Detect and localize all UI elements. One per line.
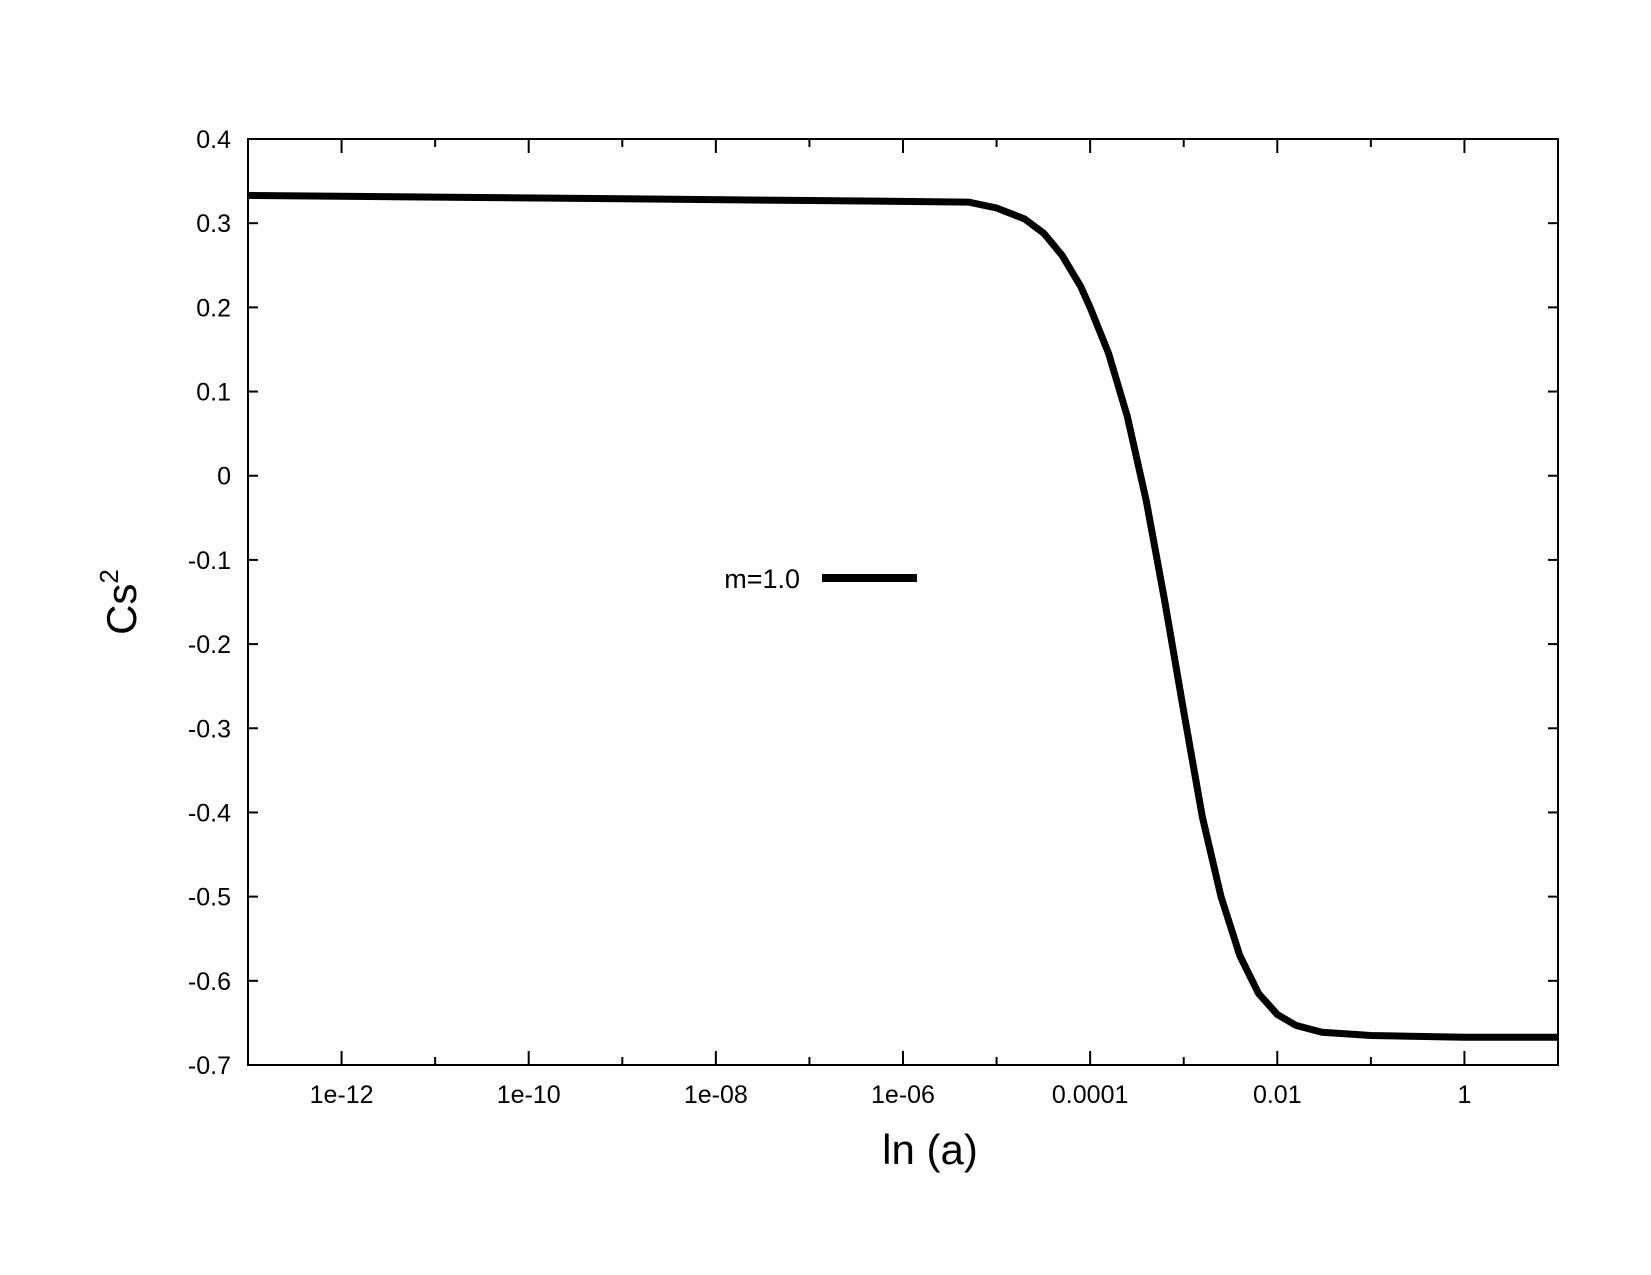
y-tick-label: 0.3 [196,210,231,238]
legend-label: m=1.0 [724,564,800,594]
y-axis-title-base: Cs [98,584,145,635]
y-axis-title-superscript: 2 [94,569,124,583]
x-tick-label: 1e-10 [497,1081,561,1109]
y-tick-label: -0.5 [188,884,231,912]
y-tick-label: -0.3 [188,715,231,743]
legend: m=1.0 [724,564,917,594]
x-tick-label: 1 [1457,1081,1471,1109]
x-tick-label: 0.01 [1253,1081,1302,1109]
y-tick-label: -0.7 [188,1052,231,1080]
x-tick-label: 0.0001 [1052,1081,1128,1109]
y-tick-label: 0.1 [196,379,231,407]
x-axis-title: ln (a) [882,1126,978,1173]
y-tick-label: 0 [217,463,231,491]
x-axis-ticks: 1e-12 1e-10 1e-08 1e-06 0.0001 0.01 1 [247,139,1559,1109]
y-tick-label: -0.4 [188,799,231,827]
x-tick-label: 1e-08 [684,1081,748,1109]
y-tick-label: -0.6 [188,968,231,996]
x-tick-label: 1e-06 [871,1081,935,1109]
y-tick-label: -0.1 [188,547,231,575]
plot-frame [247,138,1559,1066]
y-axis-ticks: 0.4 0.3 0.2 0.1 0 -0.1 -0.2 -0.3 -0.4 -0.5 -0.6 -0.… [188,126,1558,1080]
y-tick-label: 0.4 [196,126,231,154]
y-tick-label: -0.2 [188,631,231,659]
y-axis-title: Cs2 [94,569,145,635]
x-tick-label: 1e-12 [310,1081,374,1109]
series-layer [247,191,1558,1041]
series-line [247,191,1558,1041]
y-tick-label: 0.2 [196,294,231,322]
